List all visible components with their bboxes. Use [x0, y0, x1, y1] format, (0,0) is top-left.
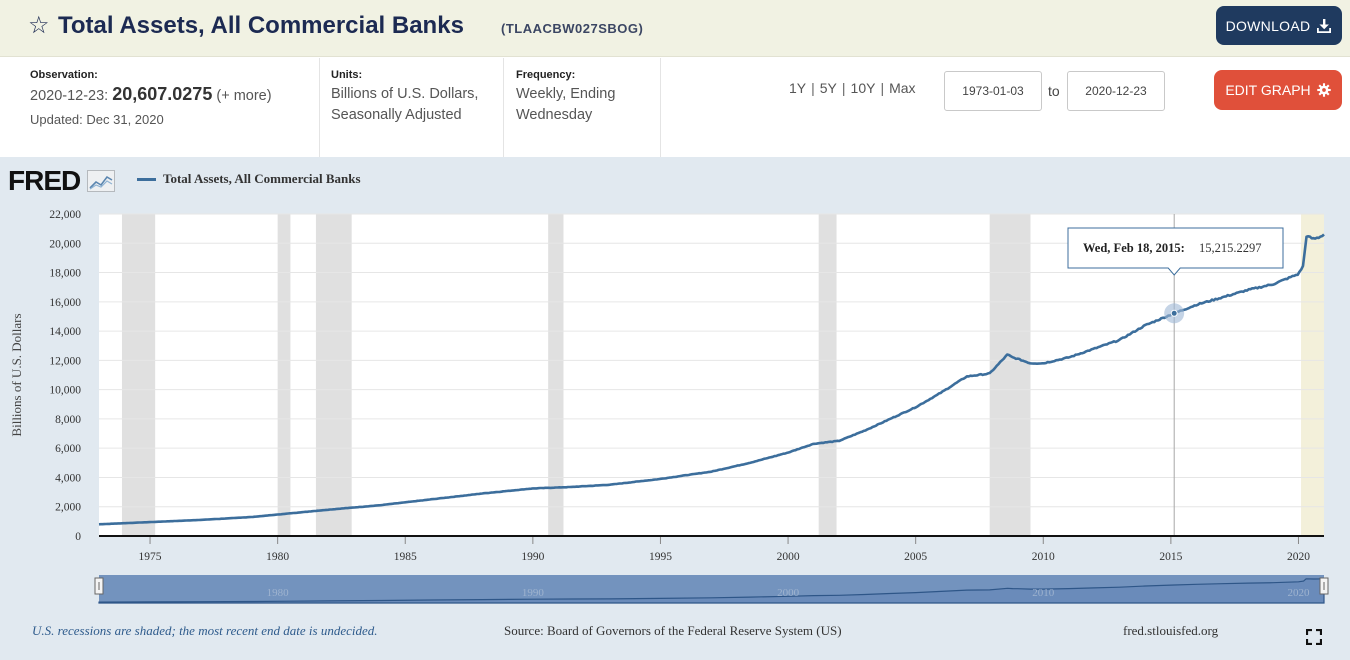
tooltip-date: Wed, Feb 18, 2015: [1083, 241, 1185, 255]
start-date-input[interactable] [944, 71, 1042, 111]
x-tick-label: 2005 [904, 551, 927, 563]
y-axis-ticks: 0 2,000 4,000 6,000 8,000 10,000 12,000 14,000 1… [49, 209, 81, 543]
x-tick-label: 1985 [394, 551, 417, 563]
download-button[interactable]: DOWNLOAD [1216, 6, 1342, 45]
x-tick-label: 1995 [649, 551, 672, 563]
frequency-value: Weekly, Ending Wednesday [516, 86, 616, 123]
navigator-series-area [98, 577, 1325, 604]
recession-note: U.S. recessions are shaded; the most rec… [32, 623, 378, 638]
source-note: Source: Board of Governors of the Federa… [504, 623, 842, 638]
observation-label: Observation: [30, 69, 98, 81]
x-tick-label: 2015 [1159, 551, 1182, 563]
chart-legend: Total Assets, All Commercial Banks [137, 171, 361, 187]
star-outline-icon[interactable]: ☆ [28, 11, 50, 39]
range-separator: | [811, 80, 815, 96]
x-tick-label: 1980 [266, 551, 289, 563]
y-tick-label: 0 [75, 531, 81, 543]
fullscreen-icon[interactable] [1306, 629, 1322, 645]
recession-band [989, 214, 1031, 536]
frequency-label: Frequency: [516, 69, 576, 81]
title-bar: ☆ Total Assets, All Commercial Banks (TL… [0, 0, 1350, 57]
gridlines [99, 213, 1324, 508]
gear-icon [1316, 83, 1331, 97]
y-tick-label: 14,000 [49, 326, 81, 338]
x-tick-label: 2000 [777, 551, 800, 563]
fred-logo-chart-icon [87, 170, 116, 192]
recession-band [548, 214, 564, 536]
updated-date: Updated: Dec 31, 2020 [30, 112, 164, 127]
y-tick-label: 2,000 [55, 502, 81, 514]
tooltip-value: 15,215.2297 [1199, 241, 1262, 255]
observation-more-link[interactable]: (+ more) [216, 88, 272, 104]
y-tick-label: 4,000 [55, 472, 81, 484]
navigator-labels: 1980 1990 2000 2010 2020 [267, 587, 1310, 599]
edit-graph-button[interactable]: EDIT GRAPH [1214, 70, 1342, 110]
chart-svg[interactable]: 0 2,000 4,000 6,000 8,000 10,000 12,000 14,000 1… [0, 157, 1350, 660]
units-value: Billions of U.S. Dollars, Seasonally Adj… [331, 86, 479, 123]
y-tick-label: 20,000 [49, 238, 81, 250]
navigator-year-label: 1990 [522, 587, 545, 599]
to-label: to [1048, 83, 1060, 99]
series-line[interactable] [98, 233, 1325, 526]
y-tick-label: 18,000 [49, 268, 81, 280]
y-axis-title: Billions of U.S. Dollars [9, 313, 24, 436]
navigator-year-label: 2010 [1032, 587, 1055, 599]
download-icon [1317, 18, 1332, 33]
range-separator: | [880, 80, 885, 96]
end-date-input[interactable] [1067, 71, 1165, 111]
range-10y-link[interactable]: 10Y [850, 80, 876, 96]
x-axis-ticks: 1975 1980 1985 1990 1995 2000 2005 2010 2015 2020 [139, 536, 1310, 563]
observation-date: 2020-12-23: [30, 88, 109, 104]
range-max-link[interactable]: Max [889, 80, 916, 96]
units-label: Units: [331, 69, 363, 81]
x-tick-label: 1975 [139, 551, 162, 563]
x-tick-label: 2010 [1032, 551, 1055, 563]
download-label: DOWNLOAD [1225, 17, 1311, 34]
y-tick-label: 22,000 [49, 209, 81, 221]
x-tick-label: 2020 [1287, 551, 1310, 563]
y-tick-label: 6,000 [55, 443, 81, 455]
series-meta: Observation: 2020-12-23: 20,607.0275 (+ … [0, 58, 1350, 157]
y-tick-label: 16,000 [49, 297, 81, 309]
navigator-handle-left[interactable] [94, 577, 104, 595]
range-5y-link[interactable]: 5Y [819, 80, 837, 96]
date-range-links: 1Y | 5Y | 10Y | Max [789, 80, 916, 96]
recession-band [1301, 214, 1324, 536]
page-title: Total Assets, All Commercial Banks [58, 12, 464, 39]
fred-logo-text: FRED [8, 165, 81, 196]
navigator-handle-right[interactable] [1319, 577, 1329, 595]
y-tick-label: 8,000 [55, 414, 81, 426]
navigator-year-label: 2020 [1287, 587, 1310, 599]
y-tick-label: 10,000 [49, 385, 81, 397]
hover-point [1170, 309, 1178, 317]
recession-shading [121, 214, 1324, 536]
tooltip-box [1067, 227, 1284, 276]
observation-value: 20,607.0275 [112, 84, 213, 104]
frequency-panel: Frequency: Weekly, Ending Wednesday [504, 58, 661, 157]
range-1y-link[interactable]: 1Y [789, 80, 807, 96]
x-tick-label: 1990 [521, 551, 544, 563]
observation-panel: Observation: 2020-12-23: 20,607.0275 (+ … [0, 58, 320, 157]
recession-band [277, 214, 291, 536]
series-id: (TLAACBW027SBOG) [501, 21, 644, 36]
edit-graph-label: EDIT GRAPH [1225, 82, 1311, 98]
units-panel: Units: Billions of U.S. Dollars, Seasona… [320, 58, 504, 157]
recession-band [315, 214, 352, 536]
legend-swatch [137, 177, 156, 181]
recession-band [121, 214, 156, 536]
navigator-year-label: 1980 [267, 587, 290, 599]
navigator-year-label: 2000 [777, 587, 800, 599]
y-tick-label: 12,000 [49, 355, 81, 367]
legend-label: Total Assets, All Commercial Banks [163, 171, 361, 186]
site-link[interactable]: fred.stlouisfed.org [1123, 623, 1219, 638]
range-separator: | [841, 80, 846, 96]
fred-logo[interactable]: FRED [8, 164, 116, 198]
chart-panel: 0 2,000 4,000 6,000 8,000 10,000 12,000 14,000 1… [0, 157, 1350, 660]
hover-tooltip: Wed, Feb 18, 2015: 15,215.2297 [1067, 227, 1284, 276]
recession-band [818, 214, 837, 536]
